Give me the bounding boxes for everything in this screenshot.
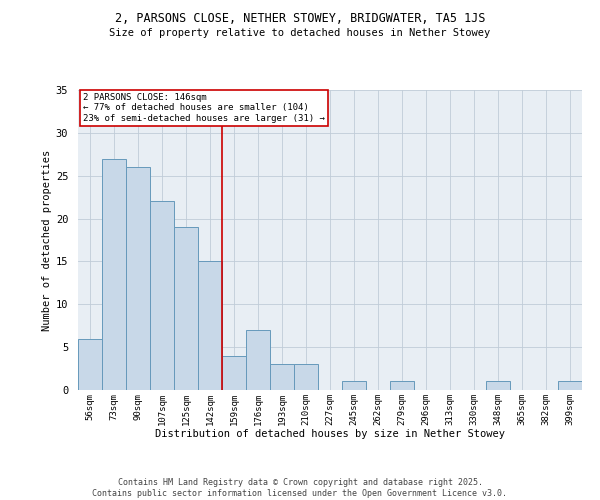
Text: Size of property relative to detached houses in Nether Stowey: Size of property relative to detached ho… [109,28,491,38]
Bar [78,338,102,390]
Bar [486,382,510,390]
Bar [198,262,222,390]
Bar [342,382,366,390]
Text: 2, PARSONS CLOSE, NETHER STOWEY, BRIDGWATER, TA5 1JS: 2, PARSONS CLOSE, NETHER STOWEY, BRIDGWA… [115,12,485,26]
Bar [222,356,246,390]
Bar [294,364,318,390]
Bar [270,364,294,390]
Text: 2 PARSONS CLOSE: 146sqm
← 77% of detached houses are smaller (104)
23% of semi-d: 2 PARSONS CLOSE: 146sqm ← 77% of detache… [83,93,325,123]
Text: Contains HM Land Registry data © Crown copyright and database right 2025.
Contai: Contains HM Land Registry data © Crown c… [92,478,508,498]
Bar [558,382,582,390]
X-axis label: Distribution of detached houses by size in Nether Stowey: Distribution of detached houses by size … [155,429,505,439]
Y-axis label: Number of detached properties: Number of detached properties [41,150,52,330]
Bar [174,227,198,390]
Bar [126,167,150,390]
Bar [102,158,126,390]
Bar [390,382,414,390]
Bar [150,202,174,390]
Bar [246,330,270,390]
